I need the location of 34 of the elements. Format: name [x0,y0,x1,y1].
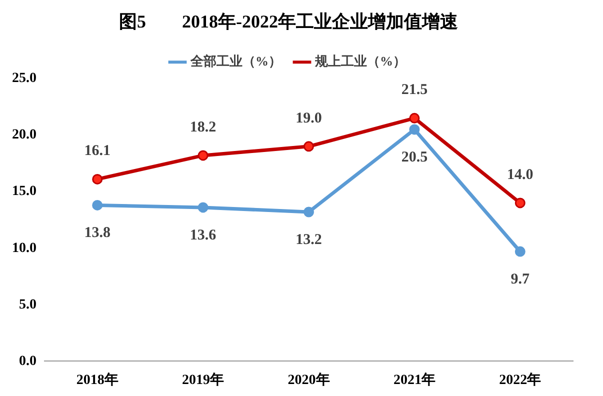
y-tick-label: 0.0 [19,354,36,369]
x-tick-label: 2020年 [288,372,330,388]
data-label: 16.1 [84,143,110,160]
data-label: 13.2 [296,232,322,248]
x-tick-label: 2021年 [393,372,436,388]
y-tick-label: 10.0 [12,240,36,256]
point [92,200,103,210]
data-label: 21.5 [401,82,428,98]
data-label: 13.8 [84,225,110,242]
x-tick-label: 2019年 [182,372,224,388]
data-label: 19.0 [296,110,322,126]
y-tick-label: 25.0 [12,71,36,86]
data-label: 9.7 [510,271,530,288]
data-label: 20.5 [401,149,428,166]
y-tick-label: 20.0 [12,128,36,143]
point [198,150,208,161]
point [514,246,526,257]
chart-title: 图5 2018年-2022年工业企业增加值增速 [119,11,458,32]
point [409,124,420,135]
point [92,174,103,184]
point [304,206,314,218]
y-tick-label: 15.0 [12,184,36,200]
data-label: 18.2 [190,119,216,136]
data-label: 13.6 [190,227,217,244]
y-tick-label: 5.0 [19,297,36,312]
x-tick-label: 2022年 [499,372,542,388]
x-tick-label: 2018年 [76,372,118,388]
legend-label: 全部工业（%） [190,53,282,68]
point [304,141,314,152]
point [409,112,420,124]
point [198,202,208,213]
point [514,198,526,208]
legend-label: 规上工业（%） [314,53,406,68]
data-label: 14.0 [507,166,534,183]
